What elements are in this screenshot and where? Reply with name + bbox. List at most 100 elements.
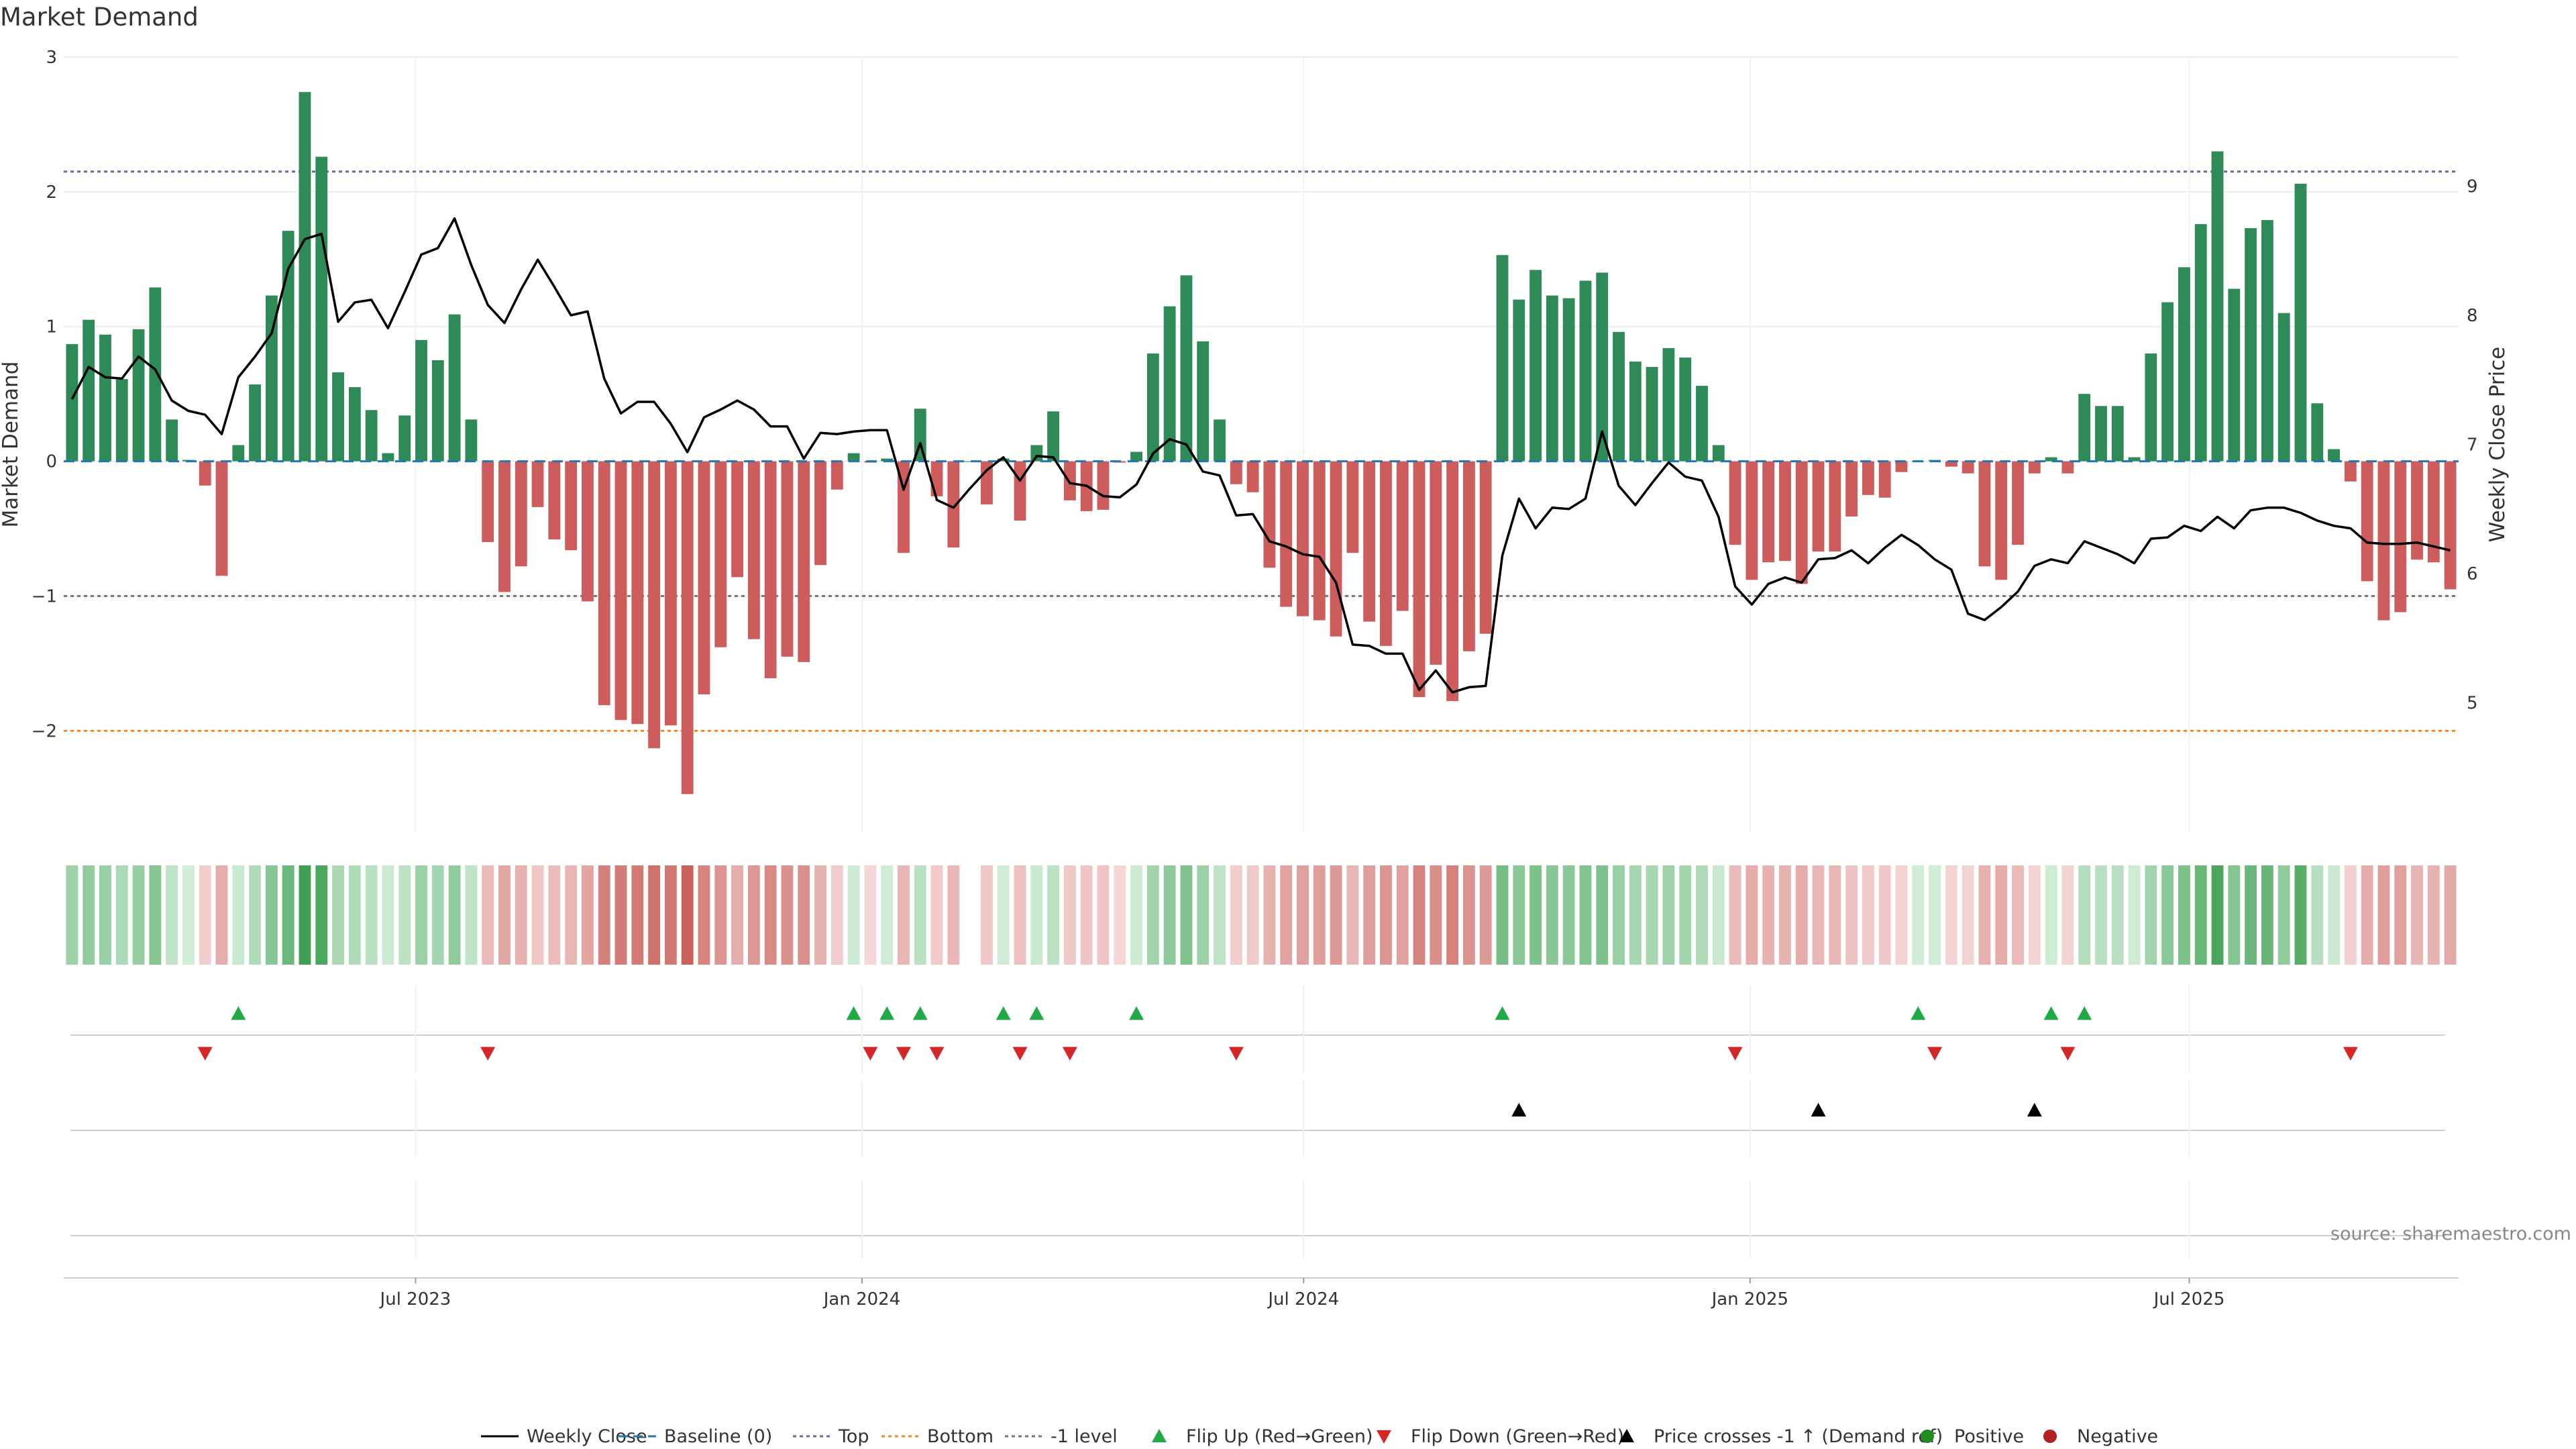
heat-strip-cell [2028,865,2041,965]
demand-bar [1496,255,1509,462]
heat-strip-cell [448,865,461,965]
heat-strip-cell [1662,865,1675,965]
demand-bar [2045,457,2057,462]
demand-bar [1746,461,1758,580]
demand-bar [881,458,894,462]
heat-strip-cell [2095,865,2107,965]
flip-down-marker [1012,1046,1028,1061]
legend-item: Flip Up (Red→Green) [1152,1426,1373,1447]
demand-bar [1978,461,1991,567]
heat-strip-cell [382,865,394,965]
heat-strip-cell [2061,865,2074,965]
legend: Weekly Close Baseline (0) Top Bottom -1 leve… [481,1426,2158,1447]
demand-bar [1679,357,1692,462]
heat-strip-cell [1197,865,1210,965]
demand-bar [1313,461,1326,621]
demand-bar [847,453,860,462]
demand-bar [1646,367,1658,462]
demand-bar [1712,445,1725,462]
heat-strip-cell [2394,865,2407,965]
y-tick-label: −2 [32,721,57,741]
demand-bar [2444,461,2457,590]
heat-strip-cell [365,865,378,965]
demand-bar [1878,461,1891,498]
heat-strip-cell [1878,865,1891,965]
heat-strip-cell [698,865,710,965]
heat-strip-cell [1430,865,1442,965]
heat-strip-cell [997,865,1010,965]
demand-bar [1579,280,1592,462]
demand-bar [166,419,178,462]
heat-strip-cell [2161,865,2174,965]
demand-bar [1795,461,1808,584]
demand-bar [1762,461,1775,563]
demand-bar [132,329,145,462]
demand-bar [1063,461,1076,500]
reference-lines [64,170,2459,732]
heat-strip-cell [99,865,111,965]
heat-strip-cell [2377,865,2390,965]
x-axis: Jul 2023 Jan 2024 Jul 2024 Jan 2025 Jul 2025 [64,1277,2459,1309]
heat-strip-cell [398,865,411,965]
demand-bar [1330,461,1342,637]
heat-strip-cell [1978,865,1991,965]
x-tick-label: Jul 2023 [379,1289,451,1309]
flip-up-marker [879,1006,895,1020]
heat-strip-cell [830,865,843,965]
demand-bar [232,445,245,462]
heat-strip-cell [2328,865,2340,965]
flip-down-marker [2343,1046,2358,1061]
heat-strip-cell [1629,865,1642,965]
heat-strip-cell [598,865,610,965]
heat-strip-cell [582,865,594,965]
heat-strip-cell [1214,865,1226,965]
legend-item: Bottom [881,1426,994,1447]
demand-bar [2261,220,2273,462]
heat-strip-cell [2045,865,2057,965]
flip-down-marker [1228,1046,1244,1061]
heat-strip-cell [332,865,344,965]
demand-bar [747,461,760,639]
heat-strip-cell [914,865,926,965]
y-tick-label: 2 [46,182,57,203]
demand-bar [199,461,211,486]
price-line [70,217,2451,694]
demand-bar [2411,461,2423,560]
demand-bar [1446,461,1459,702]
demand-bar [1280,461,1293,607]
demand-bar [648,461,661,749]
demand-bar [598,461,610,706]
flip-down-marker [197,1046,213,1061]
price-cross-marker [1511,1103,1527,1117]
flip-down-marker [1062,1046,1077,1061]
flip-down-marker [896,1046,911,1061]
heat-strip-cell [232,865,245,965]
demand-bar [1180,275,1193,462]
demand-bar [764,461,777,679]
demand-bar [431,360,444,462]
heat-strip-cell [166,865,178,965]
heat-strip-cell [299,865,311,965]
heat-strip-cell [199,865,211,965]
y2-tick-label: 7 [2467,435,2478,455]
heat-strip-cell [348,865,361,965]
heat-strip-cell [847,865,860,965]
legend-triangle-down-icon [1377,1430,1391,1444]
heat-strip-cell [2078,865,2091,965]
heat-strip-cell [2311,865,2324,965]
demand-bar [582,461,594,602]
demand-bar [681,461,694,794]
demand-bar [930,461,943,496]
demand-bar [2228,288,2241,462]
heat-strip-cell [1246,865,1259,965]
demand-bar [1214,419,1226,462]
heat-strip-cell [1845,865,1858,965]
heat-strip-cell [1646,865,1658,965]
heat-strip-cell [1446,865,1459,965]
y-axis-label: Market Demand [0,362,23,528]
flip-down-marker [480,1046,496,1061]
heat-strip-cell [2444,865,2457,965]
y-tick-label: 0 [46,452,57,472]
demand-bar [249,384,262,462]
